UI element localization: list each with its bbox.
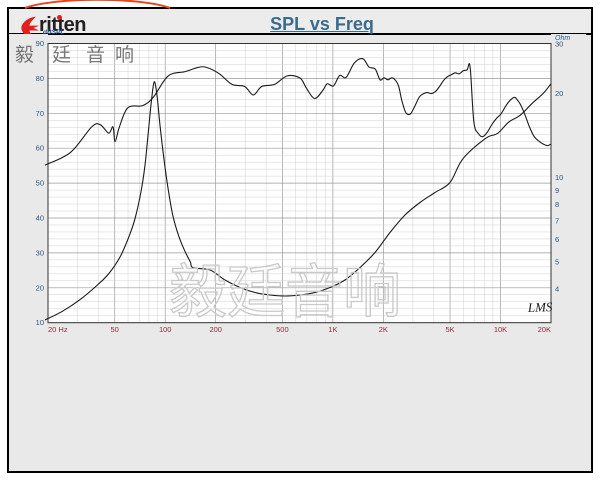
- svg-text:1K: 1K: [328, 325, 337, 334]
- svg-text:6: 6: [555, 235, 559, 244]
- svg-text:50: 50: [36, 179, 44, 188]
- svg-text:10: 10: [36, 318, 44, 327]
- svg-text:10K: 10K: [494, 325, 507, 334]
- svg-text:50: 50: [111, 325, 119, 334]
- svg-text:2K: 2K: [379, 325, 388, 334]
- svg-text:9: 9: [555, 186, 559, 195]
- svg-text:8: 8: [555, 200, 559, 209]
- svg-text:80: 80: [36, 74, 44, 83]
- svg-text:30: 30: [36, 248, 44, 257]
- svg-text:40: 40: [36, 214, 44, 223]
- svg-text:廷: 廷: [52, 44, 71, 66]
- svg-text:500: 500: [276, 325, 289, 334]
- svg-text:20: 20: [36, 283, 44, 292]
- svg-text:音: 音: [86, 44, 105, 66]
- svg-text:7: 7: [555, 217, 559, 226]
- svg-text:毅: 毅: [15, 44, 34, 66]
- svg-text:Ohm: Ohm: [555, 35, 570, 42]
- svg-text:200: 200: [209, 325, 222, 334]
- svg-text:4: 4: [555, 285, 559, 294]
- svg-text:LMS: LMS: [527, 299, 554, 315]
- svg-text:20K: 20K: [538, 325, 551, 334]
- svg-text:70: 70: [36, 109, 44, 118]
- svg-text:5K: 5K: [446, 325, 455, 334]
- svg-text:响: 响: [115, 44, 134, 66]
- svg-text:毅廷音响: 毅廷音响: [169, 260, 401, 325]
- svg-text:20 Hz: 20 Hz: [48, 325, 68, 334]
- svg-text:100: 100: [159, 325, 172, 334]
- svg-text:60: 60: [36, 144, 44, 153]
- svg-text:5: 5: [555, 257, 559, 266]
- svg-text:20: 20: [555, 89, 563, 98]
- svg-text:10: 10: [555, 173, 563, 182]
- svg-text:90: 90: [36, 39, 44, 48]
